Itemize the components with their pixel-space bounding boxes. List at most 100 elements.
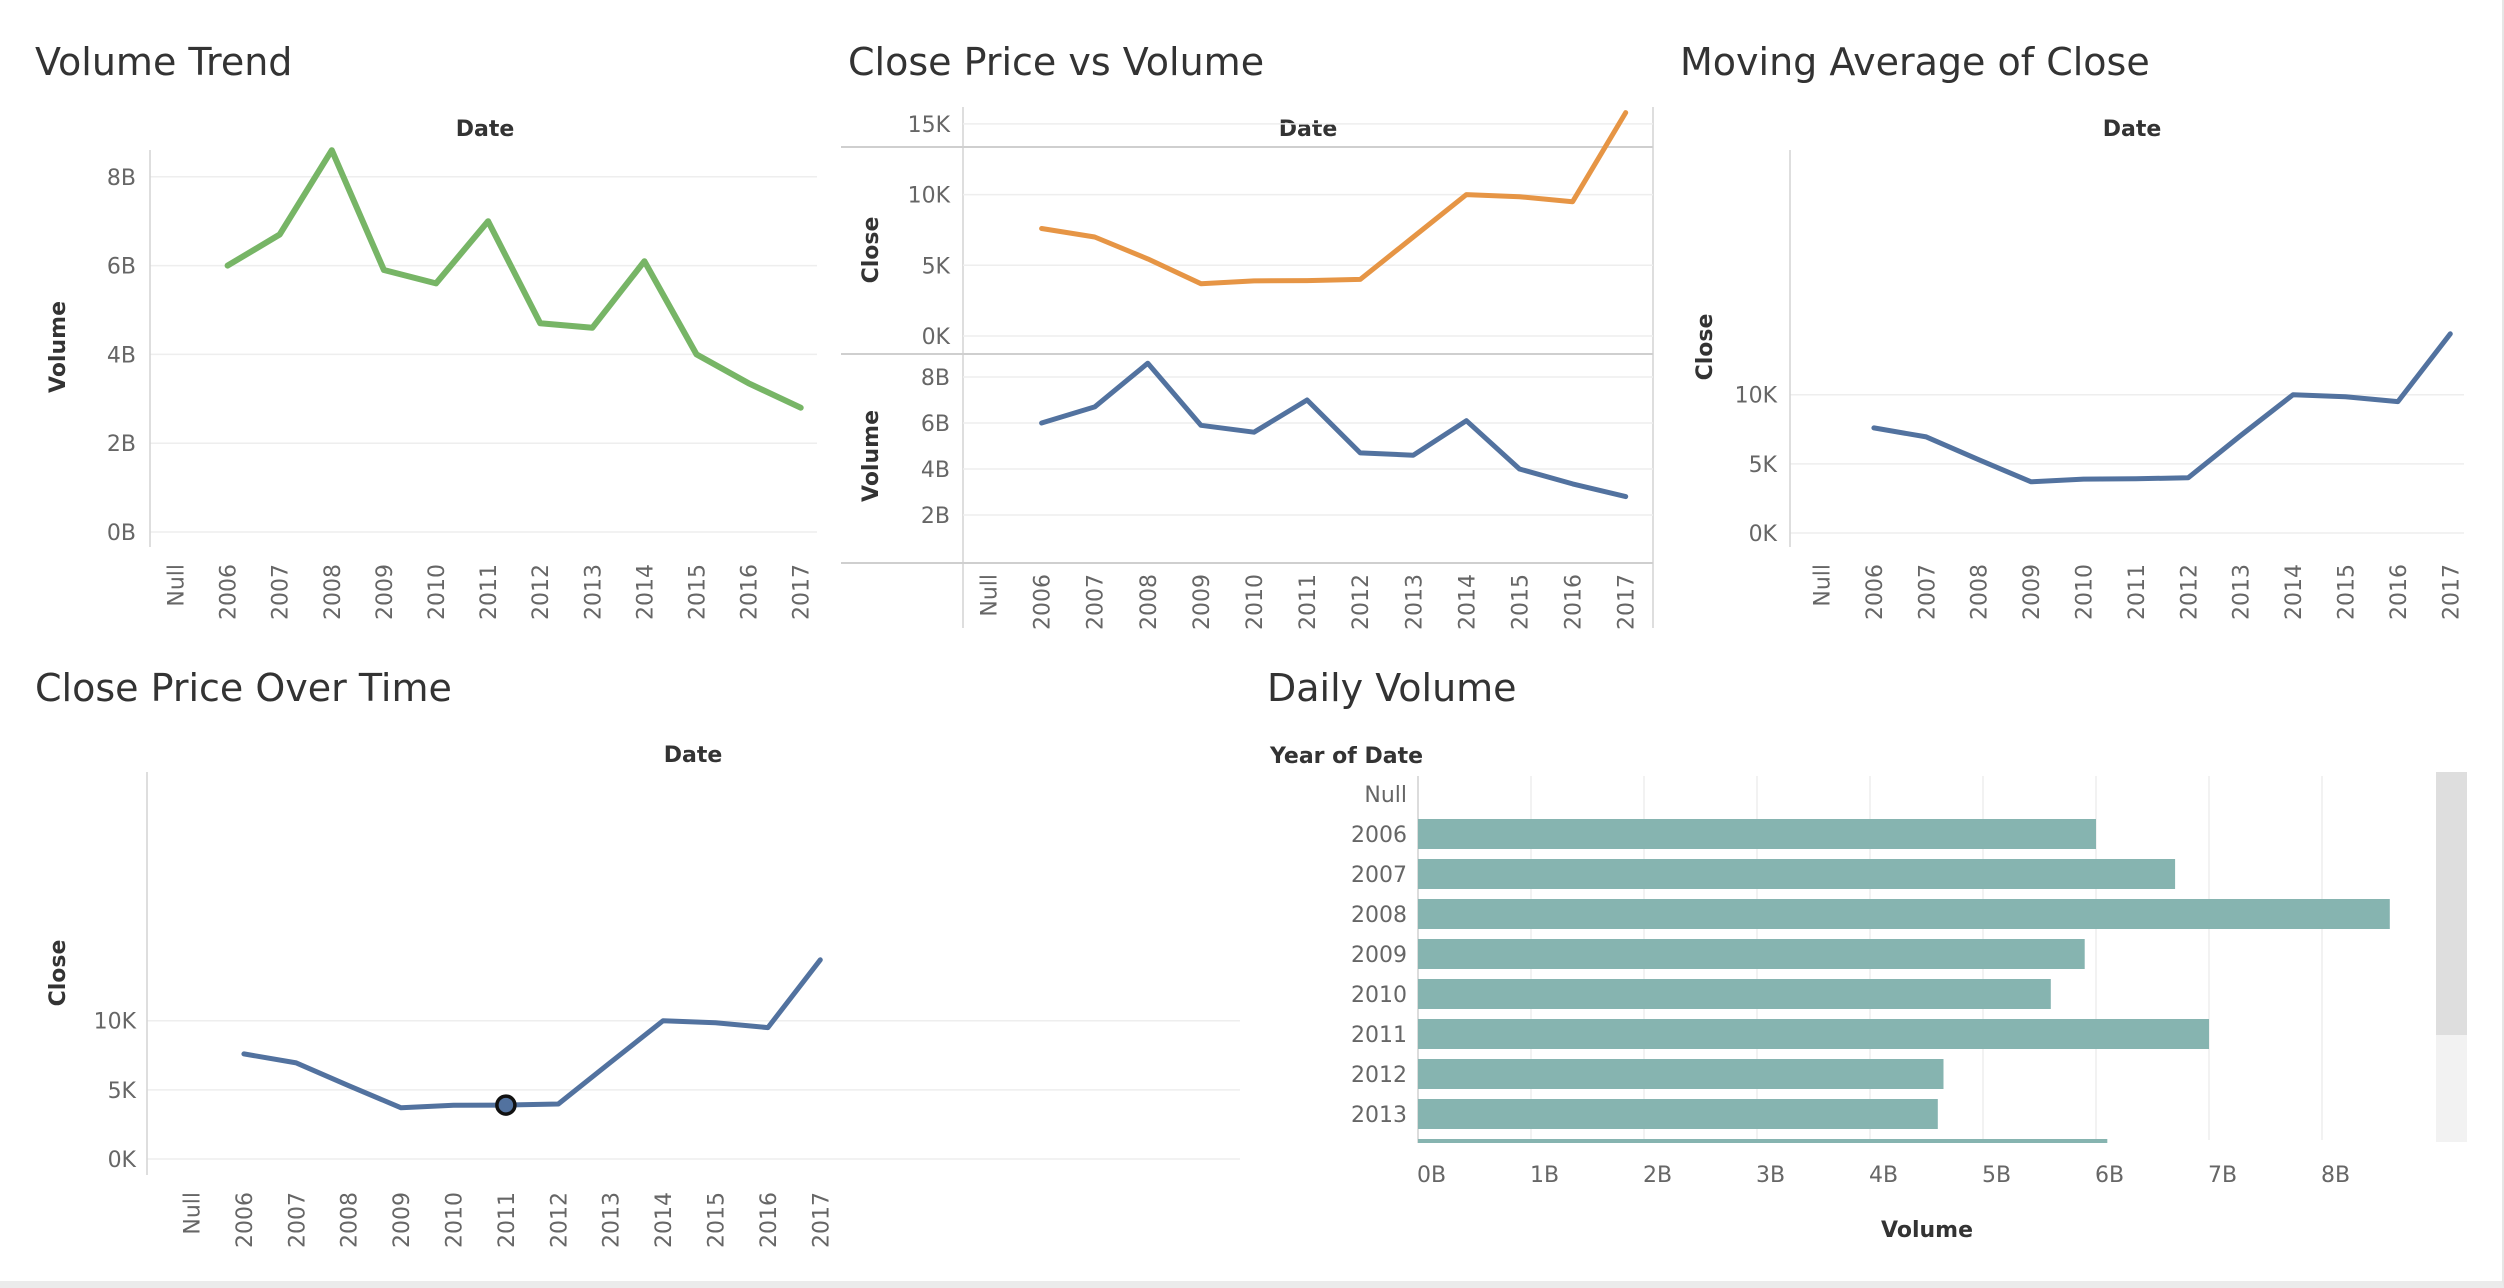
moving-average-title: Moving Average of Close [1680,40,2150,84]
moving-avg-x-tick: 2015 [2335,564,2360,620]
daily-volume-x-label: Volume [1881,1218,1973,1243]
close-over-time-x-tick: 2015 [705,1192,730,1248]
daily-volume-y-tick: 2007 [1351,863,1407,888]
volume-pane-line [1039,360,1629,500]
moving-avg-y-tick: 5K [1749,453,1778,478]
close-pane-y-label: Close [859,217,884,284]
daily-volume-bar [1418,939,2085,969]
moving-avg-line [1871,331,2453,485]
daily-volume-y-tick: 2011 [1351,1023,1407,1048]
daily-volume-x-tick: 5B [1982,1163,2011,1188]
moving-avg-x-tick: 2013 [2230,564,2255,620]
scrollbar-thumb[interactable] [2436,772,2467,1035]
close-over-time-x-tick: 2006 [233,1192,258,1248]
volume-pane-y-tick: 2B [921,504,950,529]
volume-trend-y-tick: 6B [107,255,136,280]
close-vs-volume-x-tick: 2017 [1615,574,1640,630]
daily-volume-x-tick: 7B [2208,1163,2237,1188]
close-over-time-x-tick: 2010 [443,1192,468,1248]
close-over-time-x-tick: 2007 [285,1192,310,1248]
volume-trend-title: Volume Trend [35,40,293,84]
close-over-time-x-tick: Null [181,1192,206,1235]
close-pane-y-tick: 10K [908,184,951,209]
daily-volume-y-tick: 2013 [1351,1103,1407,1128]
close-over-time-x-tick: 2014 [652,1192,677,1248]
moving-avg-x-tick: 2007 [1915,564,1940,620]
close-vs-volume-title: Close Price vs Volume [848,40,1265,84]
close-over-time-title: Close Price Over Time [35,666,452,710]
daily-volume-bar [1418,979,2051,1009]
close-vs-volume-x-tick: 2006 [1031,574,1056,630]
daily-volume-bar [1418,819,2096,849]
volume-trend-x-tick: 2013 [581,564,606,620]
close-over-time-x-tick: 2012 [547,1192,572,1248]
close-over-time-selected-point [495,1094,517,1116]
volume-pane-y-tick: 4B [921,458,950,483]
moving-avg-x-tick: 2012 [2177,564,2202,620]
close-pane-line [1039,110,1629,287]
volume-trend-x-tick: 2011 [477,564,502,620]
volume-trend-y-tick: 0B [107,521,136,546]
close-over-time-y-tick: 5K [108,1079,137,1104]
moving-avg-x-tick: 2016 [2387,564,2412,620]
volume-trend-x-tick: 2017 [790,564,815,620]
daily-volume-y-tick: Null [1364,783,1407,808]
close-vs-volume-x-tick: 2013 [1402,574,1427,630]
volume-pane-y-tick: 6B [921,412,950,437]
daily-volume-y-tick: 2006 [1351,823,1407,848]
daily-volume-x-tick: 1B [1530,1163,1559,1188]
volume-trend-x-tick: 2007 [269,564,294,620]
volume-trend-y-tick: 4B [107,343,136,368]
daily-volume-x-tick: 4B [1869,1163,1898,1188]
close-pane-y-tick: 0K [922,325,951,350]
volume-trend-y-label: Volume [46,301,71,393]
volume-pane-y-label: Volume [859,410,884,502]
daily-volume-x-tick: 3B [1756,1163,1785,1188]
volume-trend-x-label: Date [456,117,515,142]
volume-trend-x-tick: Null [165,564,190,607]
daily-volume-bar [1418,859,2176,889]
daily-volume-y-tick: 2012 [1351,1063,1407,1088]
volume-trend-x-tick: 2009 [373,564,398,620]
close-vs-volume-x-tick: 2007 [1084,574,1109,630]
close-over-time-x-label: Date [664,743,723,768]
daily-volume-y-tick: 2009 [1351,943,1407,968]
close-over-time-x-tick: 2017 [809,1192,834,1248]
volume-pane-y-tick: 8B [921,366,950,391]
daily-volume-bar [1418,1019,2209,1049]
daily-volume-bar [1418,1059,1944,1089]
close-over-time-y-tick: 0K [108,1148,137,1173]
daily-volume-x-tick: 0B [1417,1163,1446,1188]
close-over-time-x-tick: 2011 [495,1192,520,1248]
moving-avg-x-tick: 2010 [2073,564,2098,620]
close-over-time-x-tick: 2013 [600,1192,625,1248]
moving-avg-x-tick: 2006 [1863,564,1888,620]
close-vs-volume-x-tick: Null [978,574,1003,617]
moving-avg-x-tick: 2008 [1968,564,1993,620]
close-over-time-line [241,957,823,1111]
moving-avg-y-tick: 10K [1735,384,1778,409]
close-pane-y-tick: 5K [922,254,951,279]
close-vs-volume-x-tick: 2010 [1243,574,1268,630]
volume-trend-x-tick: 2010 [425,564,450,620]
close-vs-volume-x-tick: 2012 [1349,574,1374,630]
close-over-time-x-tick: 2008 [338,1192,363,1248]
volume-trend-y-tick: 2B [107,432,136,457]
daily-volume-y-label: Year of Date [1269,744,1423,769]
volume-trend-y-tick: 8B [107,166,136,191]
daily-volume-bar-partial [1418,1139,2108,1143]
volume-trend-x-tick: 2014 [633,564,658,620]
daily-volume-x-tick: 6B [2095,1163,2124,1188]
close-vs-volume-x-tick: 2009 [1190,574,1215,630]
volume-trend-x-tick: 2016 [738,564,763,620]
volume-trend-line [224,147,804,411]
close-pane-y-tick: 15K [908,113,951,138]
daily-volume-y-tick: 2010 [1351,983,1407,1008]
close-over-time-y-label: Close [46,940,71,1007]
close-vs-volume-x-tick: 2011 [1296,574,1321,630]
moving-avg-x-tick: 2009 [2020,564,2045,620]
volume-trend-x-tick: 2012 [529,564,554,620]
close-over-time-x-tick: 2009 [390,1192,415,1248]
